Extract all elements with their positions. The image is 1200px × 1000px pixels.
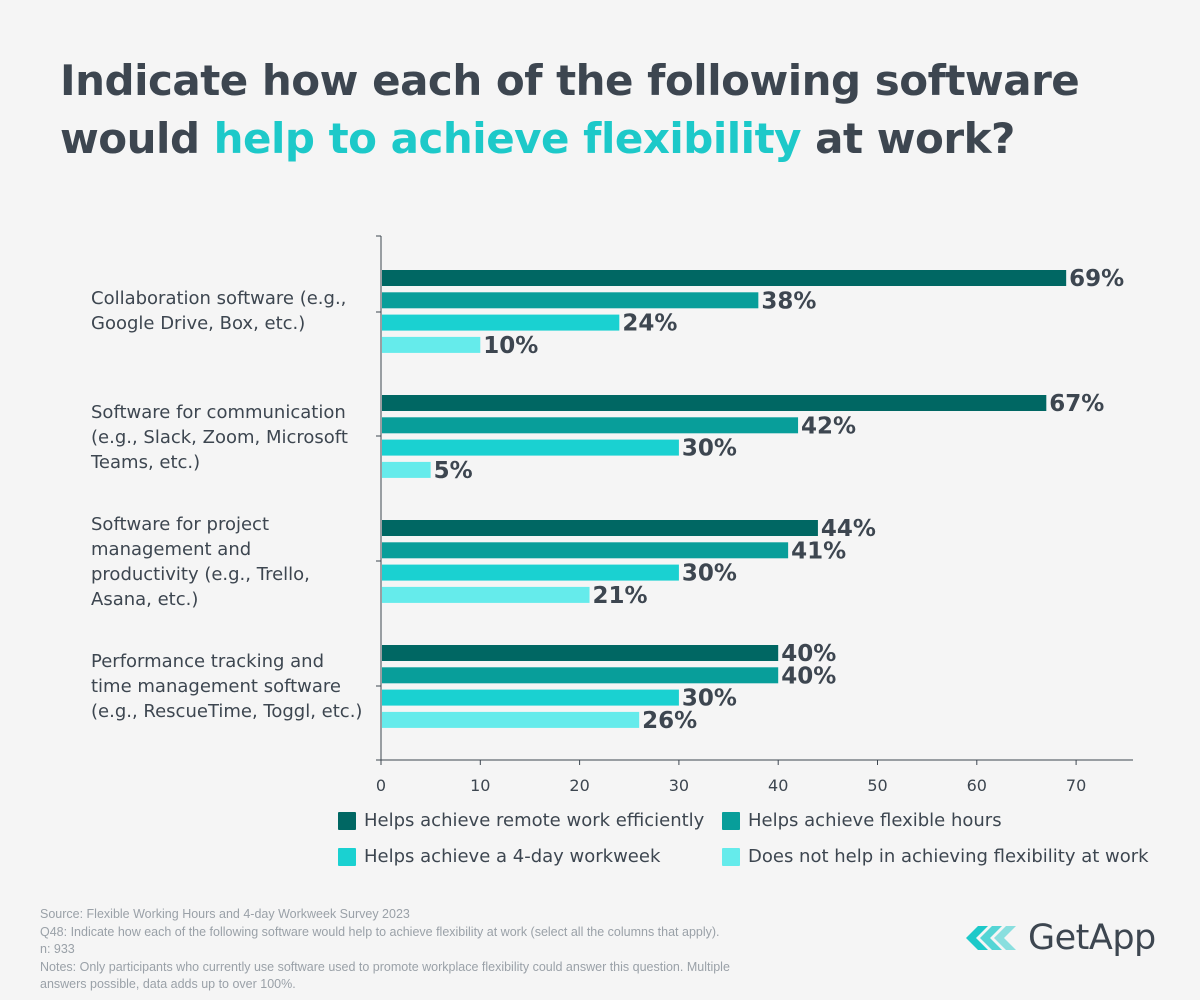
- bar: [382, 689, 679, 706]
- legend-item: Helps achieve remote work efficiently: [338, 810, 704, 831]
- category-label-line: (e.g., RescueTime, Toggl, etc.): [91, 701, 363, 722]
- data-label: 26%: [642, 708, 697, 734]
- data-label: 40%: [781, 641, 836, 667]
- bar: [382, 711, 640, 728]
- legend-swatch: [722, 847, 740, 866]
- bar: [382, 270, 1067, 286]
- data-label: 40%: [781, 663, 836, 689]
- x-tick-label: 30: [669, 776, 689, 795]
- category-label: Software for communication (e.g., Slack, …: [91, 400, 371, 475]
- data-label: 38%: [761, 288, 816, 314]
- legend-swatch: [722, 811, 740, 830]
- title-text: would: [60, 114, 214, 163]
- data-label: 41%: [791, 538, 846, 564]
- legend-item: Helps achieve flexible hours: [722, 810, 1002, 831]
- footer-sample: n: 933: [40, 942, 75, 956]
- category-label-line: Google Drive, Box, etc.): [91, 313, 306, 334]
- category-label-line: (e.g., Slack, Zoom, Microsoft: [91, 427, 348, 448]
- x-tick-label: 60: [967, 776, 987, 795]
- logo-text: GetApp: [1028, 918, 1156, 958]
- legend-item: Does not help in achieving flexibility a…: [722, 846, 1149, 867]
- getapp-logo: GetApp: [966, 918, 1156, 958]
- data-label: 42%: [801, 413, 856, 439]
- bar: [382, 461, 431, 478]
- x-tick-label: 0: [376, 776, 386, 795]
- bar: [382, 667, 779, 684]
- category-label: Collaboration software (e.g., Google Driv…: [91, 286, 371, 336]
- bar: [382, 395, 1047, 411]
- data-label: 5%: [434, 458, 473, 484]
- footer-source: Source: Flexible Working Hours and 4-day…: [40, 907, 410, 921]
- category-label-line: Software for communication: [91, 402, 346, 423]
- data-label: 67%: [1049, 391, 1104, 417]
- legend-item: Helps achieve a 4-day workweek: [338, 846, 660, 867]
- bar-chart: 0 10 20 30 40 50 60 70 69% 38% 24% 10% 67% 42% 30% 5% 44…: [376, 235, 1133, 795]
- bar: [382, 586, 590, 603]
- title-highlight: help to achieve flexibility: [213, 114, 802, 163]
- legend-label: Helps achieve flexible hours: [748, 810, 1002, 831]
- x-tick-label: 50: [867, 776, 887, 795]
- title-line-2: would help to achieve flexibility at wor…: [60, 110, 1160, 168]
- category-label-line: Collaboration software (e.g.,: [91, 288, 347, 309]
- x-tick-label: 70: [1066, 776, 1086, 795]
- bar: [382, 645, 779, 661]
- legend-swatch: [338, 811, 356, 830]
- data-label: 44%: [821, 516, 876, 542]
- legend-label: Does not help in achieving flexibility a…: [748, 846, 1149, 867]
- category-label-line: productivity (e.g., Trello,: [91, 564, 310, 585]
- data-label: 24%: [622, 311, 677, 337]
- bar: [382, 520, 818, 536]
- footer-notes: Source: Flexible Working Hours and 4-day…: [40, 906, 920, 994]
- category-label-line: Software for project: [91, 514, 270, 535]
- title-line-1: Indicate how each of the following softw…: [60, 56, 1080, 105]
- legend-label: Helps achieve remote work efficiently: [364, 810, 705, 831]
- bar: [382, 292, 759, 309]
- category-label: Performance tracking and time management …: [91, 649, 371, 724]
- title-text-end: at work?: [801, 114, 1015, 163]
- legend-label: Helps achieve a 4-day workweek: [364, 846, 661, 867]
- bar: [382, 439, 679, 456]
- bar: [382, 417, 799, 434]
- legend-swatch: [338, 847, 356, 866]
- x-tick-label: 20: [569, 776, 589, 795]
- footer-notes-line-1: Notes: Only participants who currently u…: [40, 959, 730, 974]
- category-label: Software for project management and produc…: [91, 512, 371, 612]
- data-label: 69%: [1069, 266, 1124, 292]
- category-label-line: Teams, etc.): [91, 452, 201, 473]
- category-label-line: Asana, etc.): [91, 589, 199, 610]
- footer-question: Q48: Indicate how each of the following …: [40, 924, 720, 939]
- data-label: 21%: [593, 583, 648, 609]
- chart-title: Indicate how each of the following softw…: [60, 52, 1160, 168]
- data-label: 10%: [483, 333, 538, 359]
- data-label: 30%: [682, 686, 737, 712]
- data-label: 30%: [682, 436, 737, 462]
- category-label-line: Performance tracking and: [91, 651, 325, 672]
- category-label-line: management and: [91, 539, 252, 560]
- bar: [382, 542, 789, 559]
- bar: [382, 564, 679, 581]
- bar: [382, 314, 620, 331]
- x-tick-label: 40: [768, 776, 788, 795]
- bar: [382, 336, 481, 353]
- data-label: 30%: [682, 561, 737, 587]
- x-tick-label: 10: [470, 776, 490, 795]
- category-label-line: time management software: [91, 676, 341, 697]
- getapp-chevrons-icon: [966, 926, 1016, 950]
- footer-notes-line-2: answers possible, data adds up to over 1…: [40, 977, 296, 991]
